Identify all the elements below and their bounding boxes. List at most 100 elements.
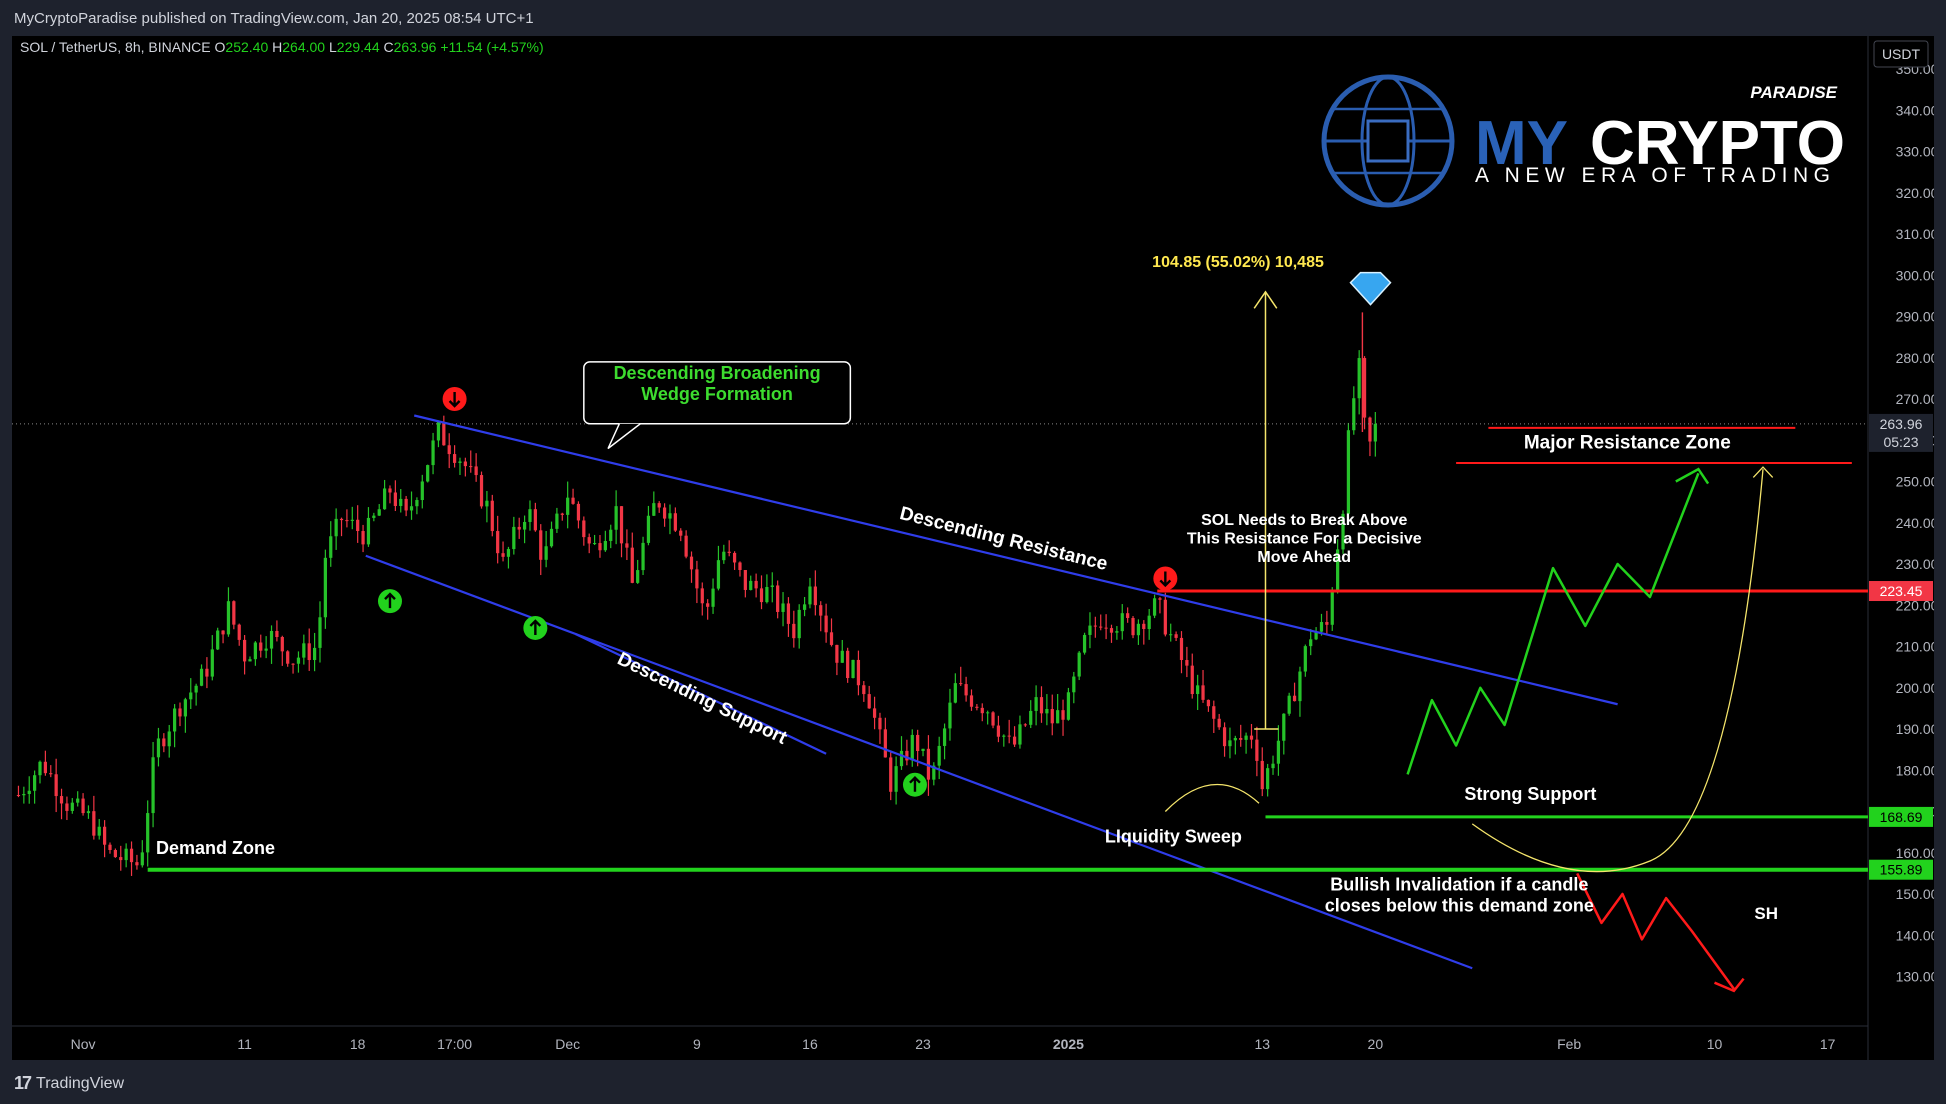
bullish-arrowhead bbox=[1675, 467, 1710, 485]
candle-body bbox=[404, 498, 408, 511]
candle-body bbox=[894, 766, 898, 792]
candle-body bbox=[474, 466, 478, 476]
candle-body bbox=[361, 531, 365, 545]
candle-body bbox=[1131, 617, 1135, 636]
candle-body bbox=[969, 695, 974, 707]
bearish-arrowhead bbox=[1714, 977, 1745, 993]
candle-body bbox=[194, 685, 198, 693]
candle-body bbox=[97, 826, 101, 836]
candle-body bbox=[259, 642, 263, 651]
candle-body bbox=[765, 586, 769, 603]
candle-body bbox=[54, 774, 58, 797]
candle-body bbox=[463, 461, 467, 467]
candle-body bbox=[942, 728, 947, 746]
candle-body bbox=[1228, 740, 1232, 747]
chart-background bbox=[12, 36, 1934, 1060]
candle-body bbox=[172, 708, 177, 732]
legend-high-value: 264.00 bbox=[282, 39, 329, 55]
invalidation-line1: Bullish Invalidation if a candle bbox=[1330, 875, 1588, 895]
candle-body bbox=[1185, 660, 1189, 666]
candle-body bbox=[253, 642, 257, 660]
candle-body bbox=[1266, 768, 1270, 790]
candle-body bbox=[162, 738, 166, 747]
candle-body bbox=[485, 500, 489, 507]
candle-body bbox=[732, 552, 737, 563]
y-tick-label: 310.00 bbox=[1896, 226, 1934, 242]
price-axis[interactable] bbox=[1868, 36, 1934, 1060]
candle-body bbox=[275, 630, 279, 638]
candle-body bbox=[1152, 598, 1157, 616]
candle-body bbox=[840, 650, 844, 663]
diamond-icon bbox=[1349, 271, 1392, 306]
demand-zone-label: Demand Zone bbox=[156, 838, 275, 858]
candle-body bbox=[1045, 709, 1049, 714]
x-tick-label: Nov bbox=[71, 1036, 96, 1052]
x-tick-label: 9 bbox=[693, 1036, 701, 1052]
strong-support-label: Strong Support bbox=[1464, 784, 1596, 804]
legend-low-value: 229.44 bbox=[337, 39, 384, 55]
candle-body bbox=[630, 547, 634, 583]
measure-label: 104.85 (55.02%) 10,485 bbox=[1152, 254, 1324, 271]
candle-body bbox=[878, 717, 882, 730]
wedge-callout-pointer bbox=[607, 423, 641, 450]
candle-body bbox=[862, 685, 866, 695]
candle-body bbox=[129, 848, 134, 863]
candle-body bbox=[264, 648, 268, 651]
candle-body bbox=[140, 852, 144, 866]
candle-body bbox=[1336, 549, 1340, 592]
candle-body bbox=[1303, 646, 1307, 672]
major-resistance-label: Major Resistance Zone bbox=[1524, 433, 1731, 454]
candle-body bbox=[1206, 699, 1211, 707]
candle-body bbox=[684, 535, 688, 557]
x-axis-labels: Nov 11 18 17:00 Dec 9 16 23 2025 13 20 Feb 10 17 bbox=[71, 1036, 1836, 1052]
candle-body bbox=[916, 734, 920, 752]
candle-body bbox=[334, 518, 338, 537]
liquidity-arrow bbox=[1164, 783, 1260, 812]
x-tick-label: 10 bbox=[1707, 1036, 1723, 1052]
candle-body bbox=[49, 773, 53, 775]
price-chart[interactable]: 130.00140.00150.00160.00170.00180.00190.… bbox=[12, 36, 1939, 1060]
candle-body bbox=[1330, 591, 1334, 625]
wedge-label-line1: Descending Broadening bbox=[614, 363, 821, 383]
y-tick-label: 340.00 bbox=[1896, 102, 1934, 118]
candle-body bbox=[1373, 423, 1377, 442]
candle-body bbox=[205, 668, 209, 677]
candle-body bbox=[356, 519, 360, 532]
y-tick-label: 240.00 bbox=[1896, 515, 1934, 531]
y-tick-label: 160.00 bbox=[1896, 845, 1934, 861]
candle-body bbox=[393, 492, 397, 506]
candle-body bbox=[323, 557, 327, 618]
bearish-projection bbox=[1576, 872, 1735, 990]
candle-body bbox=[802, 604, 807, 610]
candle-body bbox=[980, 707, 984, 714]
candle-body bbox=[533, 509, 537, 531]
resistance-price-tag: 223.45 bbox=[1880, 583, 1923, 599]
candle-body bbox=[302, 643, 306, 658]
tradingview-logo[interactable]: 17 TradingView bbox=[14, 1073, 124, 1094]
y-axis-labels: 130.00140.00150.00160.00170.00180.00190.… bbox=[1896, 61, 1939, 985]
candle-body bbox=[829, 632, 834, 645]
candle-body bbox=[657, 503, 661, 508]
candle-body bbox=[102, 826, 107, 845]
candle-body bbox=[706, 603, 710, 607]
candle-body bbox=[189, 692, 193, 700]
legend-close-value: 263.96 bbox=[394, 39, 441, 55]
current-price-tag-countdown: 05:23 bbox=[1883, 434, 1918, 450]
candle-body bbox=[872, 708, 877, 718]
x-tick-label: Feb bbox=[1557, 1036, 1581, 1052]
candle-body bbox=[1196, 685, 1200, 695]
candle-body bbox=[1282, 713, 1286, 741]
candle-body bbox=[668, 513, 672, 519]
candle-body bbox=[420, 481, 424, 501]
candle-body bbox=[76, 798, 80, 803]
candle-body bbox=[415, 500, 419, 507]
y-tick-label: 320.00 bbox=[1896, 185, 1934, 201]
legend-open-value: 252.40 bbox=[225, 39, 272, 55]
chart-area[interactable]: 130.00140.00150.00160.00170.00180.00190.… bbox=[12, 36, 1939, 1060]
candle-body bbox=[1142, 623, 1146, 629]
candle-body bbox=[296, 657, 301, 664]
candle-body bbox=[1023, 724, 1027, 726]
candle-body bbox=[119, 857, 123, 861]
candle-body bbox=[792, 623, 796, 639]
candle-body bbox=[566, 497, 570, 515]
